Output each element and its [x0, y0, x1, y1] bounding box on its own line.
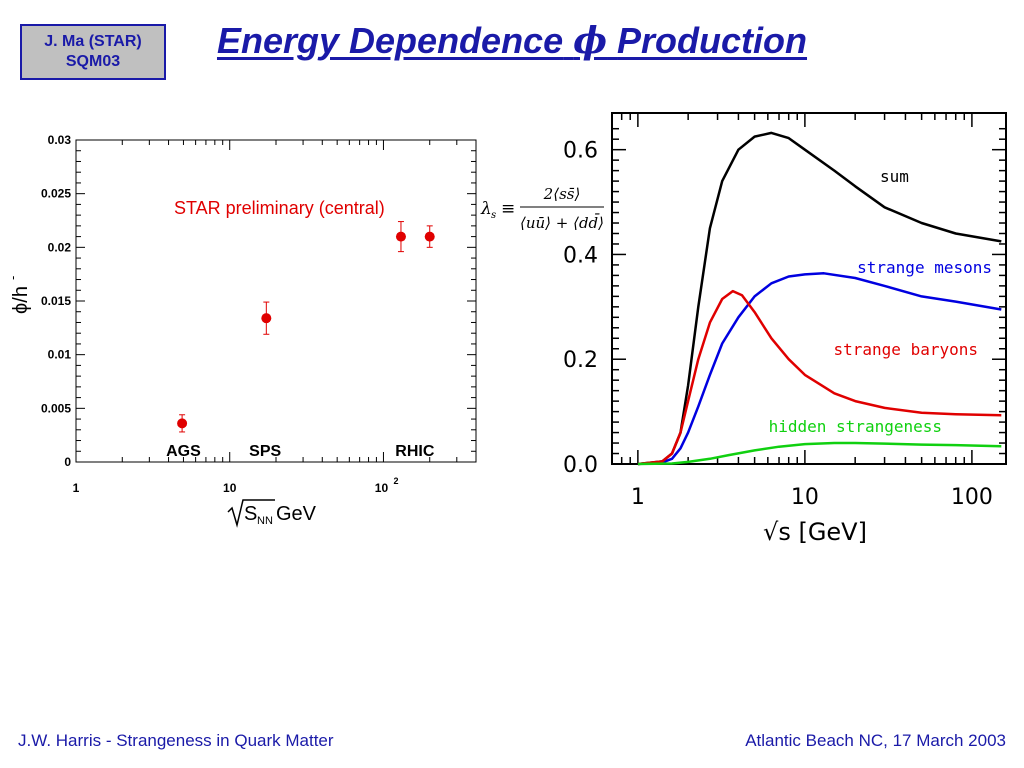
- series-label: strange baryons: [834, 340, 979, 359]
- data-point: [261, 313, 272, 324]
- region-label: AGS: [166, 443, 201, 460]
- data-point: [177, 418, 188, 429]
- x-tick-exponent: 2: [393, 476, 398, 486]
- formula-lhs-sub: s: [491, 210, 496, 221]
- slide-title: Energy Dependence ϕ Production: [0, 20, 1024, 62]
- x-axis-label-subscript: NN: [257, 515, 273, 527]
- footer-venue: Atlantic Beach NC, 17 March 2003: [745, 731, 1006, 750]
- series-line: [637, 272, 1002, 466]
- series-line: [637, 441, 1002, 466]
- y-tick-label: 0.01: [48, 348, 72, 362]
- series-label: sum: [880, 167, 909, 186]
- data-point: [395, 231, 406, 242]
- title-symbol: ϕ: [573, 20, 608, 62]
- x-axis-label-unit: GeV: [276, 503, 317, 525]
- y-tick-label: 0.005: [41, 401, 71, 415]
- y-tick-label: 0.02: [48, 240, 72, 254]
- y-tick-label: 0.2: [563, 348, 598, 373]
- y-axis-label-sup: -: [5, 276, 20, 280]
- y-tick-label: 0.4: [563, 243, 598, 268]
- badge-author: J. Ma (STAR): [44, 33, 142, 50]
- formula-background: [478, 180, 606, 236]
- formula-equiv: ≡: [501, 199, 515, 219]
- author-badge: J. Ma (STAR) SQM03: [20, 24, 166, 80]
- series-label: hidden strangeness: [769, 417, 942, 436]
- y-tick-label: 0.6: [563, 139, 598, 164]
- title-text: Energy Dependence: [216, 20, 564, 61]
- x-tick-label: 1: [631, 485, 645, 510]
- footer-author: J.W. Harris - Strangeness in Quark Matte…: [18, 731, 334, 750]
- x-tick-label: 100: [951, 485, 993, 510]
- data-point: [424, 231, 435, 242]
- y-tick-label: 0: [64, 455, 71, 469]
- plot-frame: [611, 112, 1007, 465]
- y-tick-label: 0.03: [48, 133, 72, 147]
- x-tick-label: 10: [791, 485, 819, 510]
- title-tail: Production: [617, 20, 808, 61]
- series-label: strange mesons: [857, 258, 992, 277]
- x-tick-label: 10: [375, 481, 389, 495]
- strangeness-formula: λ s ≡ 2⟨ss̄⟩ ⟨uū⟩ + ⟨dd̄⟩: [478, 180, 606, 236]
- series-line: [637, 289, 1002, 466]
- y-tick-label: 0.015: [41, 294, 71, 308]
- y-tick-label: 0.0: [563, 453, 598, 478]
- region-label: RHIC: [395, 443, 435, 460]
- y-axis-label: ϕ/h -: [5, 276, 32, 314]
- region-label: SPS: [249, 443, 281, 460]
- x-tick-label: 1: [73, 481, 80, 495]
- formula-denominator: ⟨uū⟩ + ⟨dd̄⟩: [520, 214, 604, 232]
- sqrt-symbol: [227, 499, 275, 528]
- x-tick-label: 10: [223, 481, 237, 495]
- badge-conference: SQM03: [65, 53, 121, 70]
- x-axis-label: √s [GeV]: [763, 518, 867, 546]
- x-axis-label-radicand: S: [244, 503, 257, 525]
- chart-annotation: STAR preliminary (central): [174, 198, 385, 218]
- y-tick-label: 0.025: [41, 187, 71, 201]
- formula-lhs: λ: [480, 199, 492, 219]
- formula-numerator: 2⟨ss̄⟩: [543, 185, 581, 203]
- y-axis-label-text: ϕ/h: [10, 286, 32, 314]
